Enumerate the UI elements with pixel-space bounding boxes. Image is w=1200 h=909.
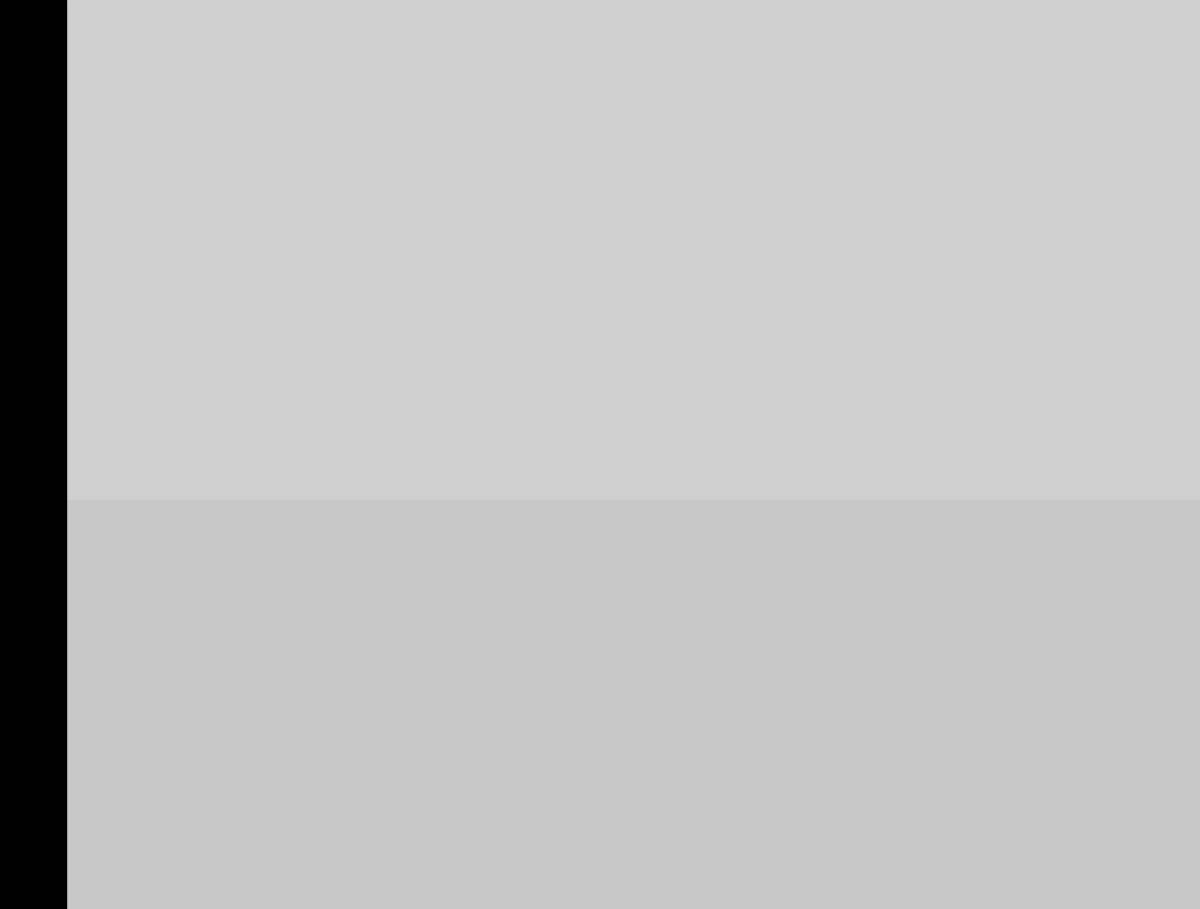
Text: 6.: 6. <box>90 898 115 909</box>
Text: 200 V: 200 V <box>234 249 310 275</box>
Text: 100 V: 100 V <box>234 196 310 223</box>
Text: peak sine wave. If the positive terminal of the bias: peak sine wave. If the positive terminal… <box>162 491 832 517</box>
Text: To forward-bias a diode,: To forward-bias a diode, <box>162 898 479 909</box>
Text: In a certain biased limited, the bias voltage is 10 V: In a certain biased limited, the bias vo… <box>162 435 834 461</box>
Text: a.: a. <box>186 196 210 223</box>
Text: c.: c. <box>186 302 209 328</box>
Text: 0.7 V: 0.7 V <box>234 818 301 844</box>
Text: each diode in a center-tapped full-wave rectifier is: each diode in a center-tapped full-wave … <box>162 84 828 110</box>
Text: b.: b. <box>186 713 210 739</box>
Text: maximum voltage at the anode is:: maximum voltage at the anode is: <box>162 604 618 630</box>
Text: 10 V: 10 V <box>234 660 293 686</box>
Text: d.: d. <box>186 355 210 381</box>
Text: a.: a. <box>186 660 210 686</box>
Text: When the peak output voltage is 100 V, the PIV for: When the peak output voltage is 100 V, t… <box>162 27 835 54</box>
Text: b.: b. <box>186 249 210 275</box>
Text: 4.: 4. <box>90 27 115 54</box>
Text: (assuming that ideal diodes are used):: (assuming that ideal diodes are used): <box>162 140 671 166</box>
Text: 3.: 3. <box>1170 468 1195 494</box>
Text: 141 V: 141 V <box>234 302 310 328</box>
Text: 5 V: 5 V <box>234 713 276 739</box>
Text: 5.7 V: 5.7 V <box>234 765 301 792</box>
Text: d.: d. <box>186 818 210 844</box>
Text: 50 V: 50 V <box>234 355 293 381</box>
Text: 5.: 5. <box>90 435 115 461</box>
Text: voltage is connected to the cathode of the diode, the: voltage is connected to the cathode of t… <box>162 547 868 574</box>
Text: c.: c. <box>186 765 209 792</box>
